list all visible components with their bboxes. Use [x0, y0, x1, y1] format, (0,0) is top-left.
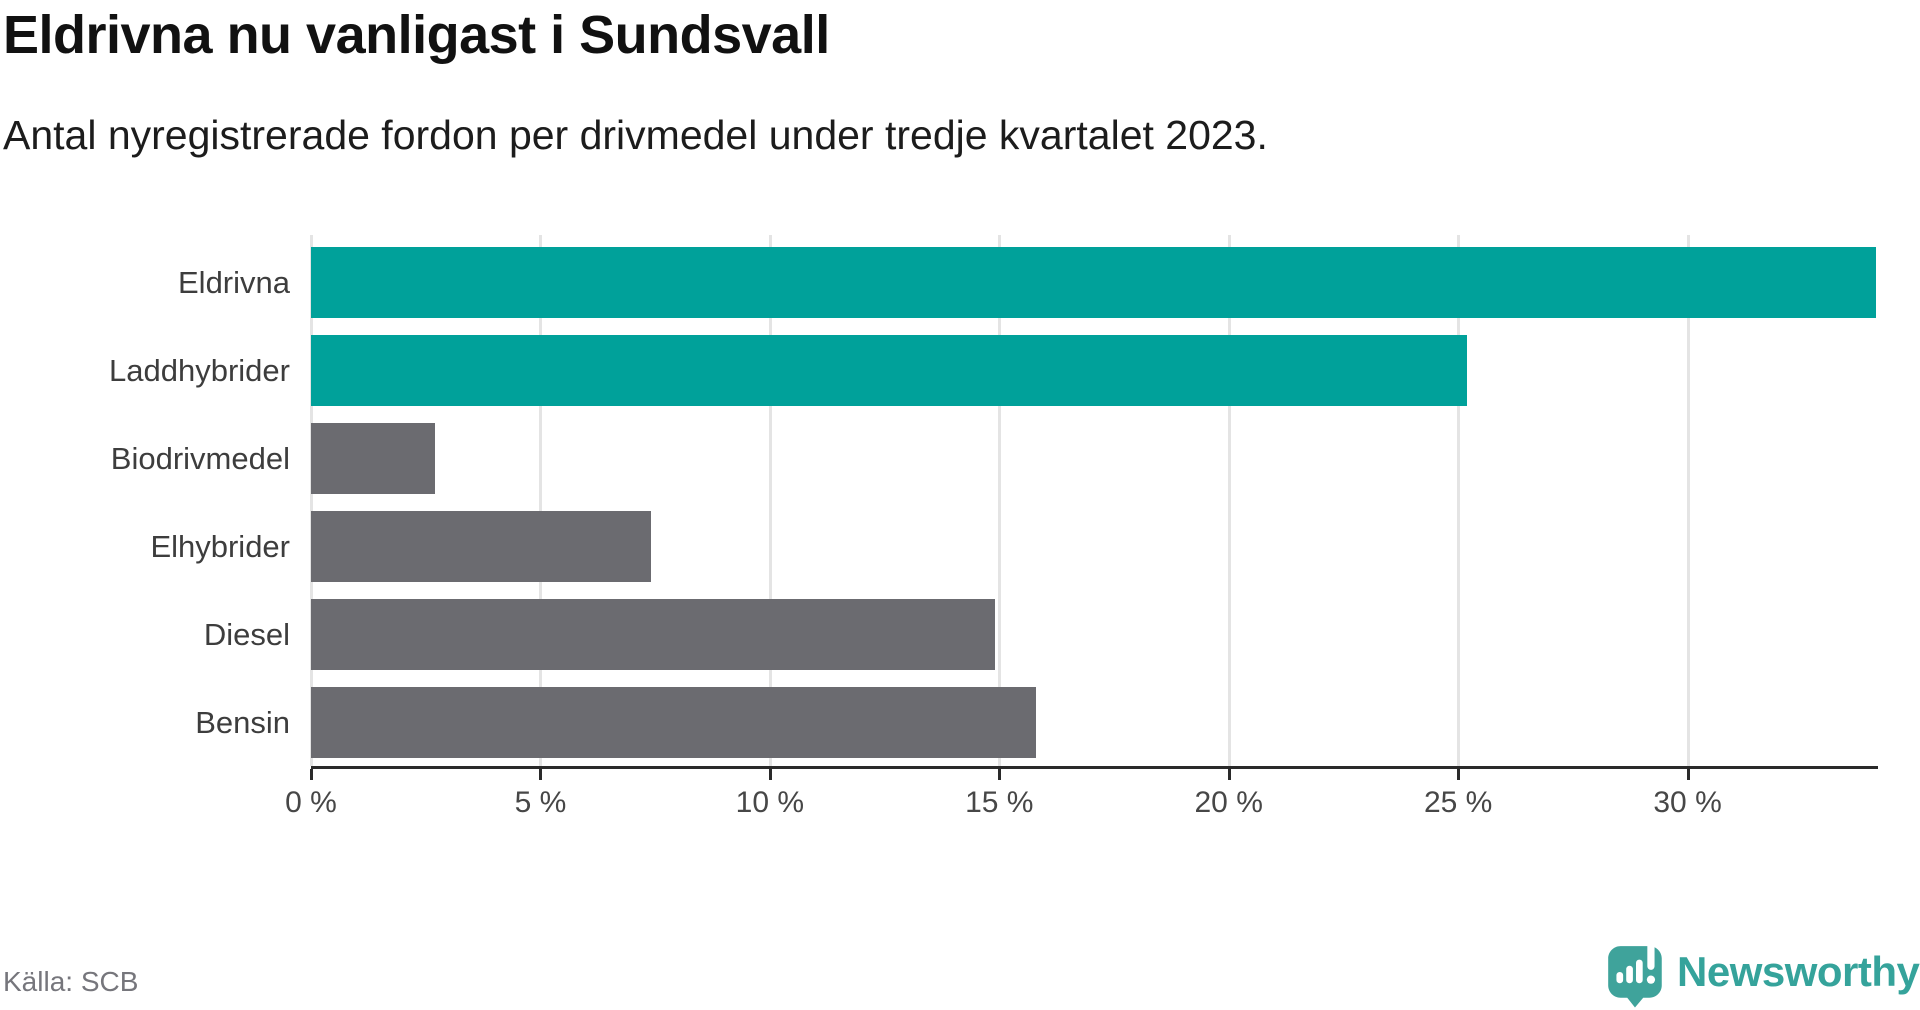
page-subtitle: Antal nyregistrerade fordon per drivmede…: [3, 112, 1268, 158]
category-label-eldrivna: Eldrivna: [178, 264, 290, 300]
page-title: Eldrivna nu vanligast i Sundsvall: [3, 5, 830, 65]
category-label-elhybrider: Elhybrider: [150, 528, 290, 564]
bar-eldrivna: [311, 247, 1876, 318]
x-tick-5: [539, 769, 543, 780]
bar-bensin: [311, 687, 1036, 758]
x-tick-label-5: 5 %: [514, 786, 567, 819]
gridline-5: [539, 235, 543, 766]
chart-bar-small: [1616, 971, 1624, 984]
gridline-30: [1686, 235, 1690, 766]
exclamation-dot: [1646, 975, 1656, 984]
x-tick-10: [768, 769, 772, 780]
x-tick-0: [310, 769, 313, 780]
plot-area: 0 % 5 % 10 % 15 % 20 % 25 % 30 %: [285, 235, 1878, 819]
x-tick-label-15: 15 %: [965, 786, 1034, 819]
category-label-biodrivmedel: Biodrivmedel: [110, 440, 290, 476]
category-label-laddhybrider: Laddhybrider: [109, 352, 290, 388]
source-label: Källa: SCB: [3, 966, 139, 997]
bar-diesel: [311, 599, 995, 670]
brand-name: Newsworthy: [1677, 948, 1920, 995]
newsworthy-logo-icon: [1608, 942, 1662, 1008]
bar-elhybrider: [311, 511, 651, 582]
x-tick-label-10: 10 %: [735, 786, 805, 819]
gridline-25: [1457, 235, 1461, 766]
category-label-bensin: Bensin: [195, 704, 290, 740]
gridline-10: [768, 235, 772, 766]
x-tick-20: [1227, 769, 1231, 780]
category-label-diesel: Diesel: [203, 616, 290, 652]
x-tick-label-0: 0 %: [285, 786, 337, 819]
gridline-15: [998, 235, 1002, 766]
gridline-20: [1227, 235, 1231, 766]
x-tick-label-25: 25 %: [1423, 786, 1493, 819]
x-tick-25: [1457, 769, 1461, 780]
chart-bar-medium: [1626, 965, 1633, 984]
gridline-0: [310, 235, 313, 766]
chart-bar-tall: [1636, 959, 1643, 984]
x-tick-30: [1686, 769, 1690, 780]
bar-biodrivmedel: [311, 423, 435, 494]
x-tick-label-20: 20 %: [1194, 786, 1263, 819]
newsworthy-logo: Newsworthy: [1605, 940, 1920, 1008]
bar-laddhybrider: [311, 335, 1468, 406]
exclamation-bar: [1647, 942, 1655, 970]
x-axis-line: [311, 766, 1878, 769]
x-tick-label-30: 30 %: [1653, 786, 1722, 819]
x-tick-15: [998, 769, 1002, 780]
